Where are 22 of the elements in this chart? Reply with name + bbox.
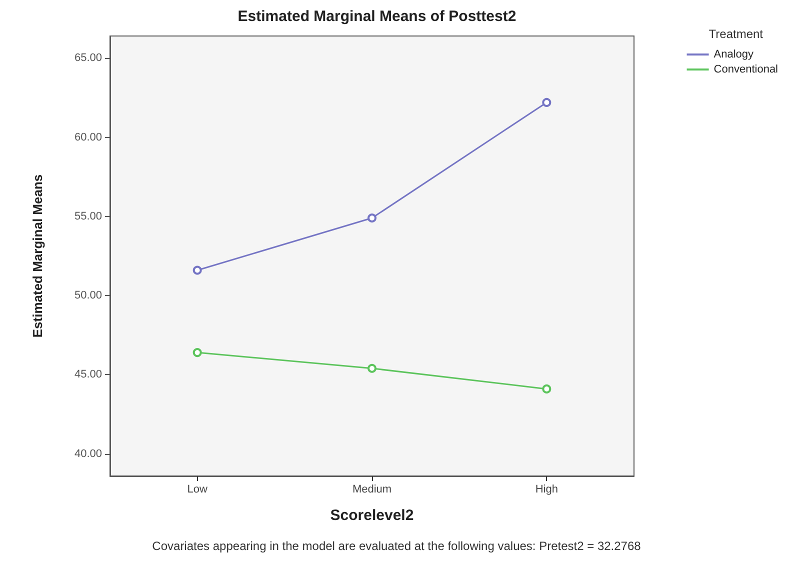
point: [368, 214, 376, 223]
point: [192, 348, 202, 358]
x-tick-label: Low: [187, 484, 208, 496]
y-tick-label: 55.00: [74, 210, 102, 222]
y-tick-label: 40.00: [74, 448, 102, 460]
point: [368, 364, 376, 373]
x-axis-title: Scorelevel2: [330, 507, 414, 524]
point: [542, 384, 552, 394]
legend-label: Conventional: [714, 64, 778, 76]
point: [542, 98, 552, 107]
y-axis-title: Estimated Marginal Means: [30, 174, 45, 338]
y-tick-label: 50.00: [74, 290, 102, 302]
y-tick-label: 45.00: [74, 368, 102, 381]
y-tick-label: 60.00: [74, 131, 102, 144]
y-tick-label: 65.00: [74, 52, 102, 64]
legend-label: Analogy: [714, 48, 754, 60]
text: Covariates appearing in the model are evaluated at the following values: Pretest2 = 32.2768: [152, 539, 642, 553]
chart-title: Estimated Marginal Means of Posttest2: [238, 8, 516, 25]
point: [192, 266, 202, 275]
x-tick-label: Medium: [352, 484, 392, 496]
x-tick-label: High: [535, 484, 558, 496]
legend-title: Treatment: [708, 27, 764, 41]
